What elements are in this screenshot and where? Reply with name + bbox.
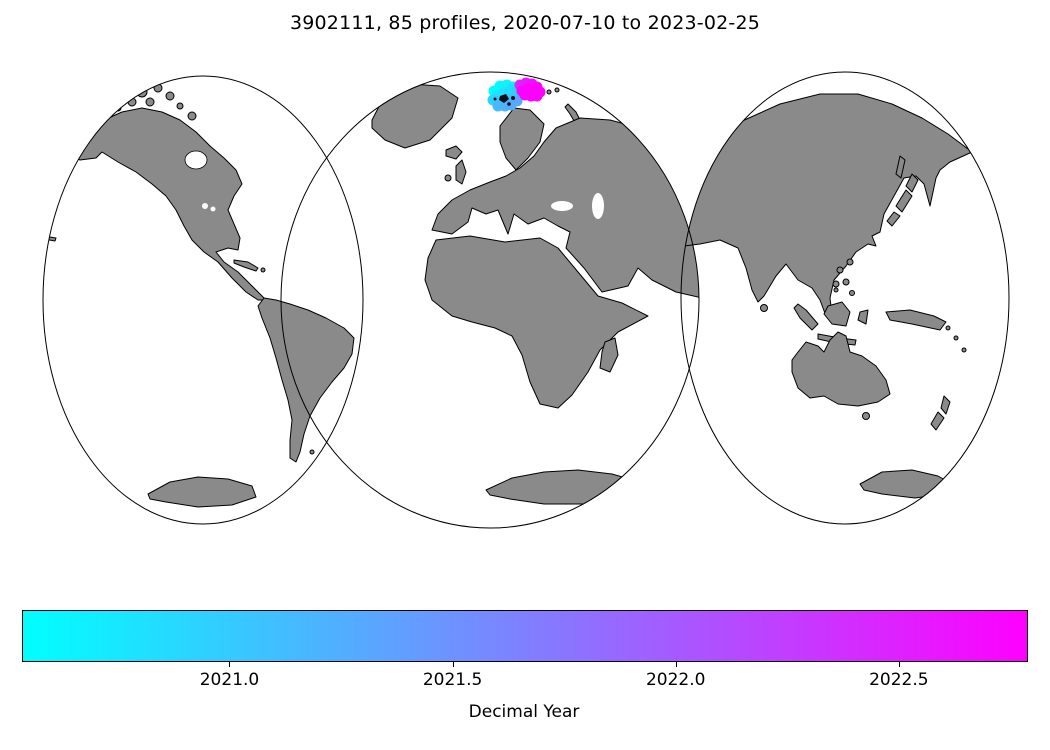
sakhalin	[896, 156, 905, 178]
hispaniola	[261, 268, 265, 272]
figure-title: 3902111, 85 profiles, 2020-07-10 to 2023…	[289, 12, 761, 34]
land-europe-africa	[372, 84, 699, 504]
new-guinea	[886, 310, 946, 330]
hainan	[833, 281, 839, 287]
madagascar	[600, 338, 618, 372]
africa	[425, 236, 648, 408]
scandinavia	[500, 108, 544, 170]
cuba	[234, 260, 258, 271]
lobe-outline-right	[681, 72, 1009, 524]
asia-east	[681, 94, 972, 316]
australia	[792, 332, 890, 406]
colorbar-axis-label: Decimal Year	[468, 702, 580, 722]
pacific-islands	[946, 326, 966, 352]
ireland	[445, 175, 451, 181]
svalbard-islands	[493, 94, 515, 106]
iceland	[446, 146, 462, 159]
lobe-outline-left	[43, 76, 363, 524]
sri-lanka	[761, 305, 768, 312]
tasmania	[863, 413, 870, 420]
borneo	[824, 302, 850, 326]
sumatra	[794, 304, 818, 330]
north-america	[64, 108, 266, 300]
colorbar	[22, 610, 1028, 662]
great-lake	[210, 206, 216, 212]
japan	[887, 174, 918, 226]
new-zealand	[931, 396, 950, 430]
franz-josef-land	[547, 90, 551, 94]
black-sea	[551, 201, 573, 211]
franz-josef-land	[555, 88, 559, 92]
philippines	[834, 267, 855, 296]
eurasia-west	[432, 118, 699, 302]
taiwan	[847, 259, 853, 265]
hudson-bay	[185, 151, 207, 169]
antarctica-left	[148, 477, 256, 507]
land-asia-oceania	[681, 94, 972, 498]
map-lobe-outlines	[43, 72, 1009, 528]
great-britain	[456, 160, 466, 184]
caspian-sea	[592, 193, 604, 219]
falkland-islands	[310, 450, 314, 454]
great-lake	[202, 203, 208, 209]
south-america	[258, 298, 354, 462]
profile-point	[531, 90, 543, 102]
sulawesi	[858, 310, 868, 324]
lobe-outline-middle	[281, 72, 699, 528]
indonesia	[794, 302, 946, 345]
